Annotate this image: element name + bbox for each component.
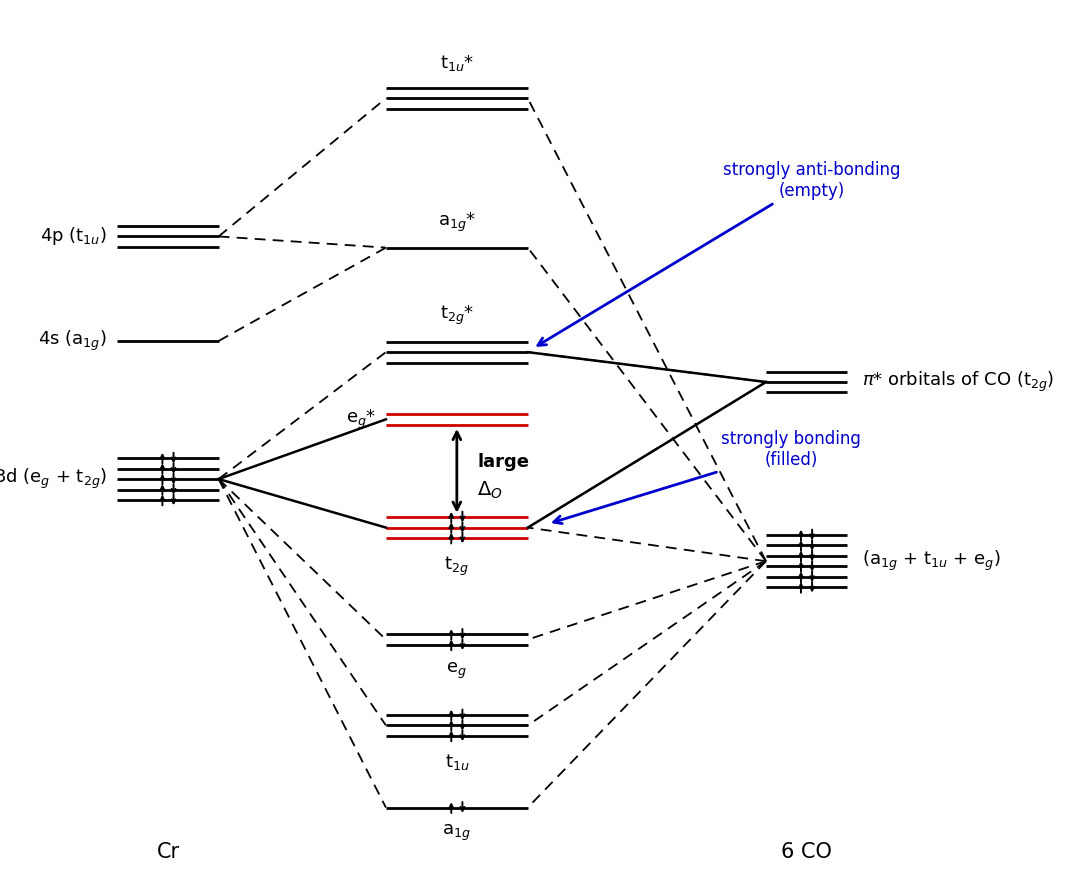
Text: e$_g$*: e$_g$*: [345, 407, 376, 431]
Text: a$_{1g}$: a$_{1g}$: [442, 823, 471, 843]
Text: $\Delta_O$: $\Delta_O$: [477, 479, 503, 500]
Text: Cr: Cr: [156, 843, 179, 862]
Text: large: large: [477, 453, 529, 471]
Text: (a$_{1g}$ + t$_{1u}$ + e$_g$): (a$_{1g}$ + t$_{1u}$ + e$_g$): [862, 549, 1001, 573]
Text: t$_{2g}$: t$_{2g}$: [444, 555, 469, 577]
Text: t$_{1u}$: t$_{1u}$: [444, 752, 469, 773]
Text: a$_{1g}$*: a$_{1g}$*: [438, 211, 476, 234]
Text: 4s (a$_{1g}$): 4s (a$_{1g}$): [38, 328, 108, 353]
Text: e$_g$: e$_g$: [446, 661, 467, 682]
Text: $\pi$* orbitals of CO (t$_{2g}$): $\pi$* orbitals of CO (t$_{2g}$): [862, 370, 1055, 394]
Text: strongly anti-bonding
(empty): strongly anti-bonding (empty): [538, 161, 900, 345]
Text: t$_{1u}$*: t$_{1u}$*: [440, 53, 473, 73]
Text: strongly bonding
(filled): strongly bonding (filled): [554, 430, 861, 524]
Text: 4p (t$_{1u}$): 4p (t$_{1u}$): [40, 225, 108, 247]
Text: 6 CO: 6 CO: [781, 843, 832, 862]
Text: 3d (e$_g$ + t$_{2g}$): 3d (e$_g$ + t$_{2g}$): [0, 467, 108, 491]
Text: t$_{2g}$*: t$_{2g}$*: [440, 304, 473, 327]
